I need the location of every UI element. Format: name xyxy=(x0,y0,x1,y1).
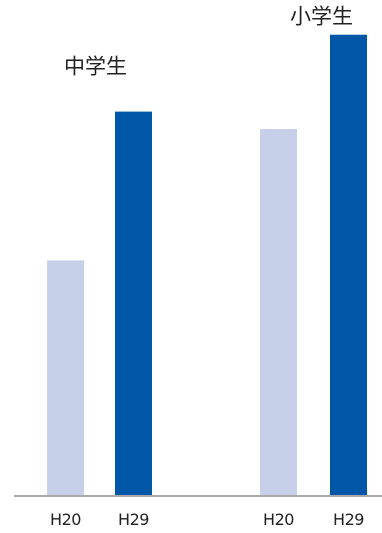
x-tick-label: H29 xyxy=(118,510,149,529)
bars-layer xyxy=(47,34,367,496)
group-label: 小学生 xyxy=(290,5,353,29)
bar-chugakusei-h29 xyxy=(115,111,152,496)
tick-labels-layer: H20 H29 H20 H29 xyxy=(50,510,365,529)
x-tick-label: H20 xyxy=(50,510,81,529)
group-label: 中学生 xyxy=(64,55,127,79)
bar-shogakusei-h20 xyxy=(260,128,297,496)
bar-shogakusei-h29 xyxy=(330,34,367,496)
group-labels-layer: 中学生 小学生 xyxy=(64,5,353,79)
x-tick-label: H20 xyxy=(263,510,294,529)
x-tick-label: H29 xyxy=(333,510,364,529)
bar-chugakusei-h20 xyxy=(47,260,84,496)
